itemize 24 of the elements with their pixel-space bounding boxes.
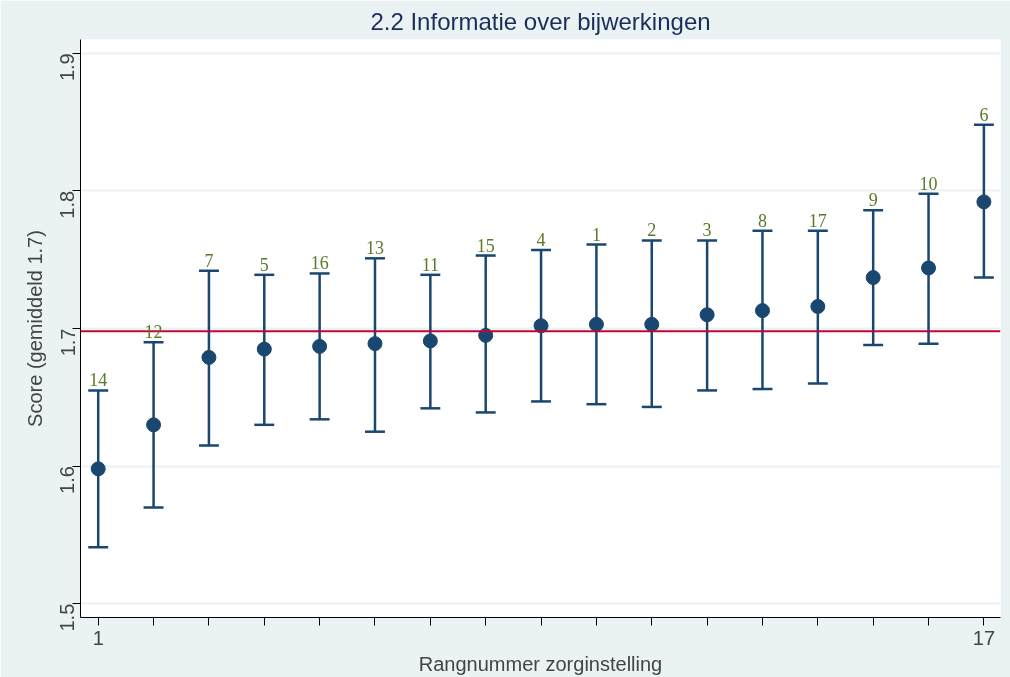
annotation: 8 bbox=[757, 210, 767, 231]
y-tick-label: 1.9 bbox=[56, 53, 79, 82]
annotation: 11 bbox=[421, 254, 440, 275]
annotation: 14 bbox=[89, 370, 108, 391]
annotation: 3 bbox=[702, 220, 712, 241]
annotation: 6 bbox=[979, 104, 989, 125]
annotation: 17 bbox=[808, 210, 827, 231]
y-tick-label: 1.5 bbox=[56, 603, 79, 632]
annotation: 15 bbox=[476, 235, 495, 256]
annotation: 5 bbox=[259, 254, 269, 275]
annotation: 16 bbox=[310, 253, 329, 274]
chart-title: 2.2 Informatie over bijwerkingen bbox=[370, 7, 711, 35]
annotation: 9 bbox=[868, 190, 878, 211]
y-tick-label: 1.7 bbox=[56, 328, 79, 357]
annotation: 1 bbox=[591, 224, 601, 245]
y-tick-label: 1.6 bbox=[56, 466, 79, 494]
annotation: 2 bbox=[647, 220, 657, 241]
x-axis-title: Rangnummer zorginstelling bbox=[418, 652, 663, 675]
annotation: 10 bbox=[919, 173, 938, 194]
annotation: 7 bbox=[204, 250, 214, 271]
annotation: 13 bbox=[365, 238, 384, 259]
annotation: 4 bbox=[536, 230, 546, 251]
y-axis-title: Score (gemiddeld 1.7) bbox=[23, 230, 46, 427]
y-tick-label: 1.8 bbox=[56, 190, 79, 219]
